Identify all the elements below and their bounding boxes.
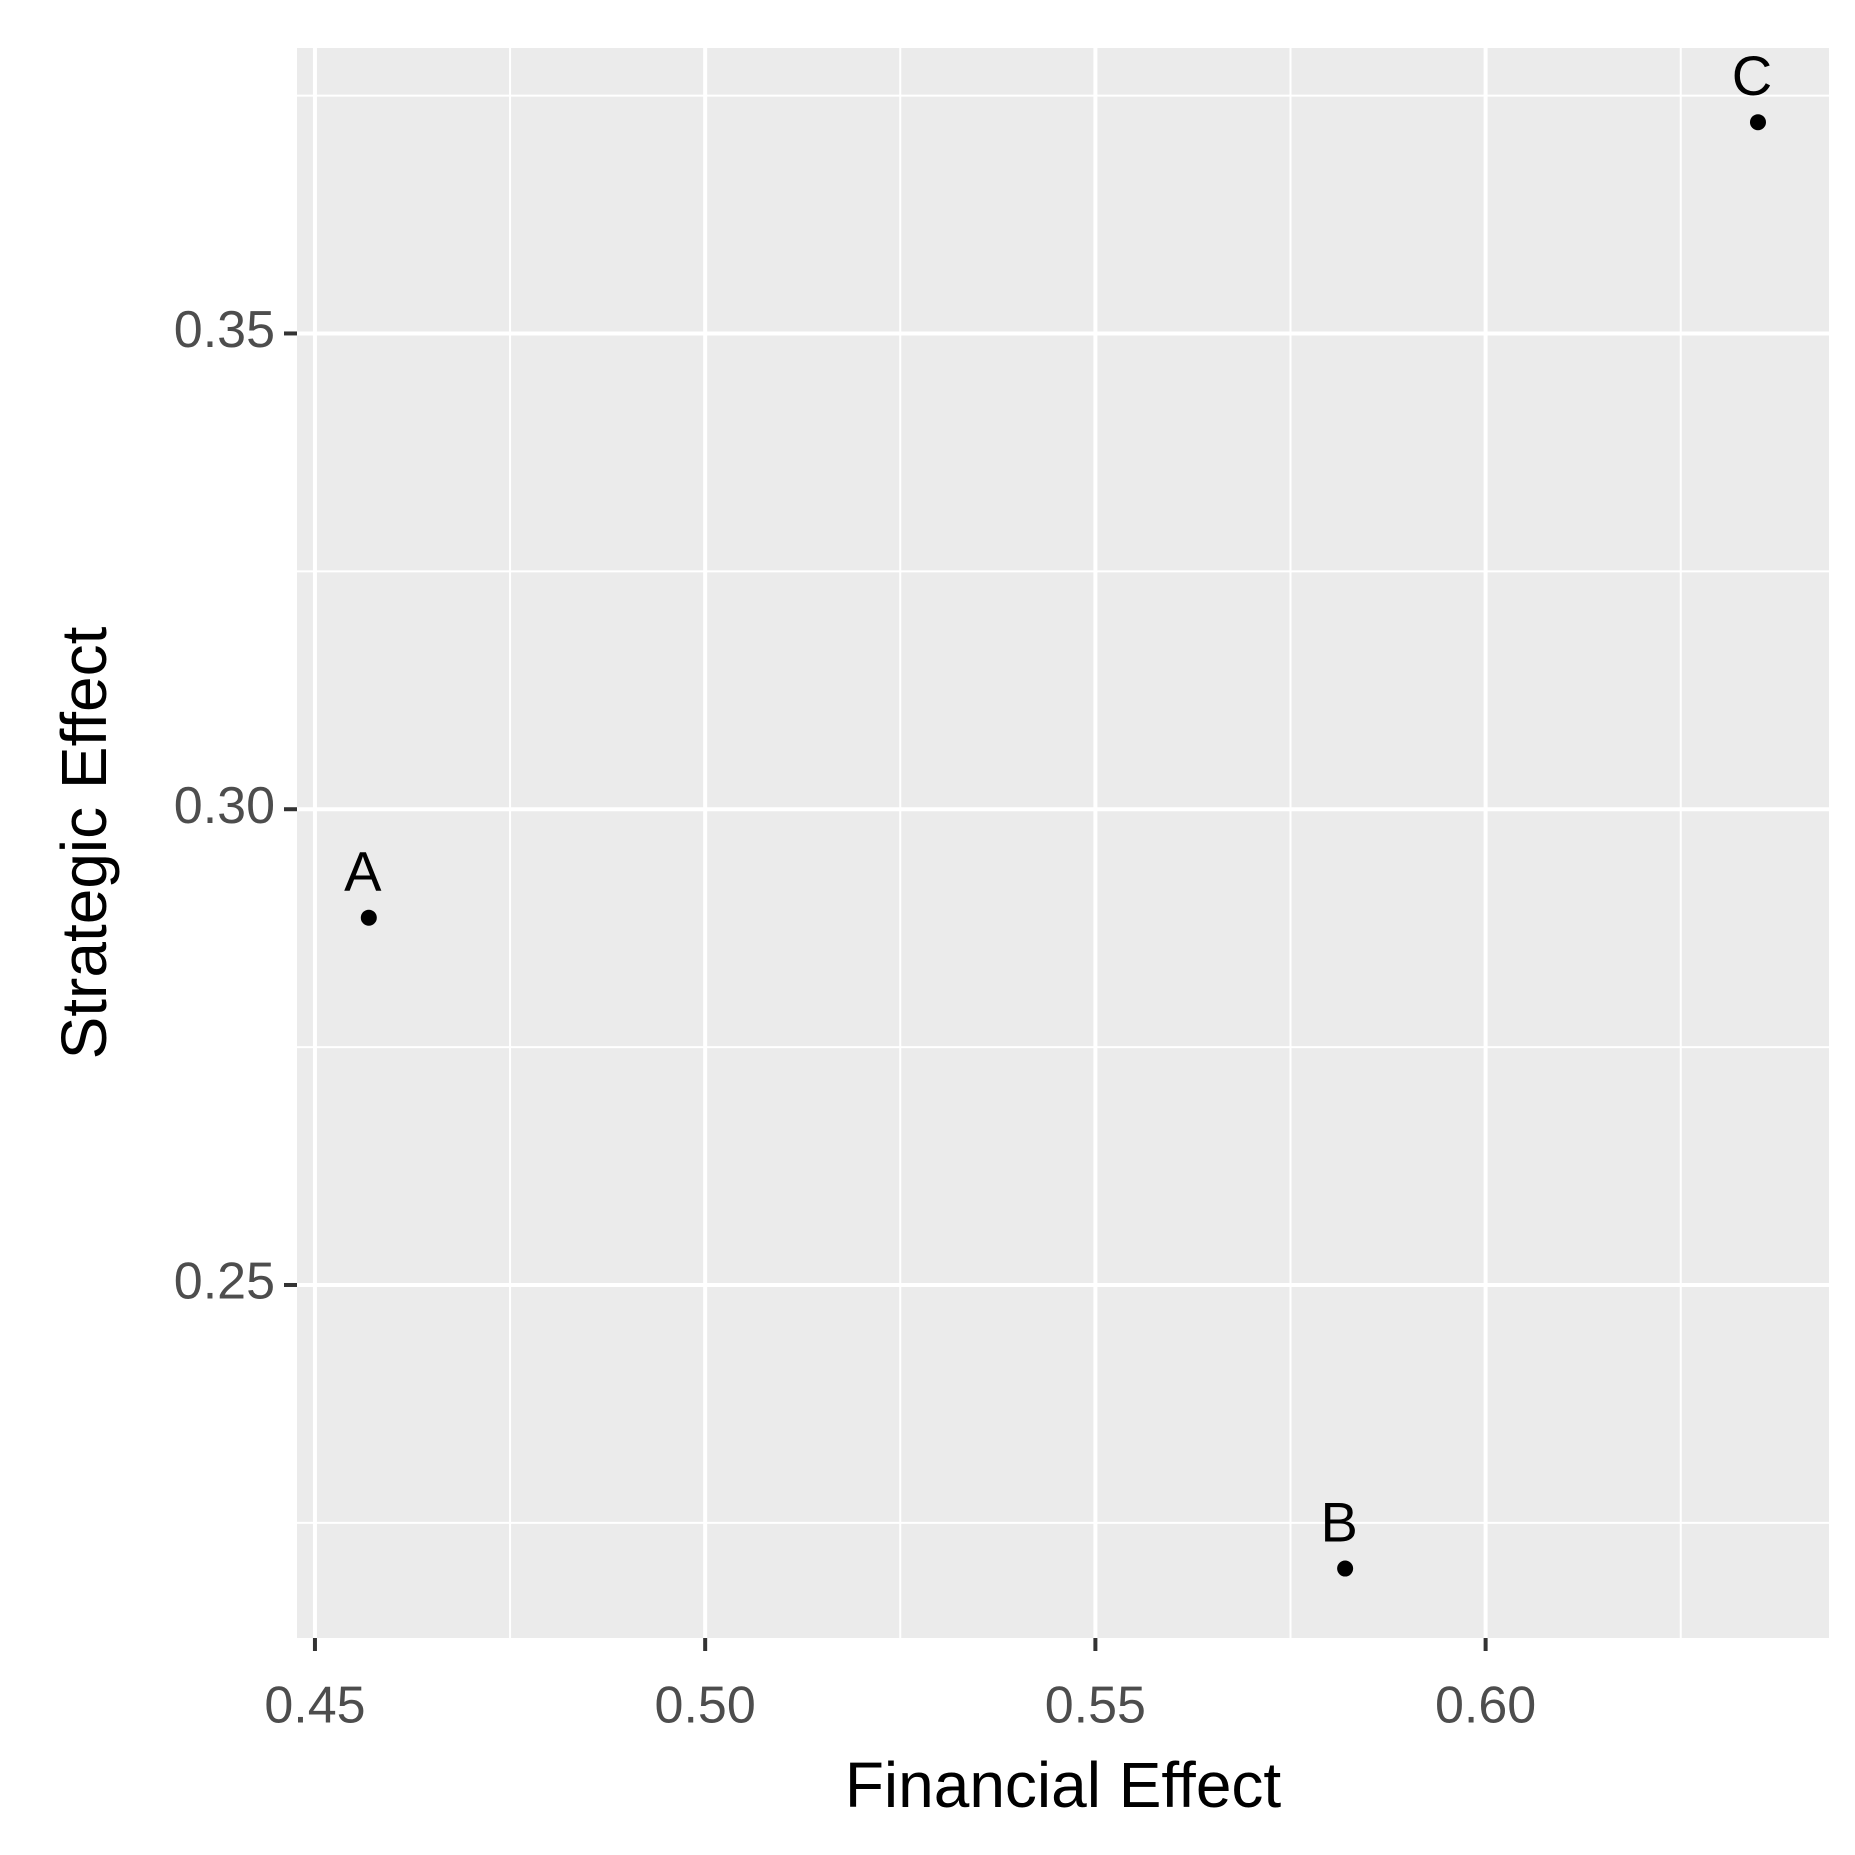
x-tick-label: 0.50 <box>655 1677 756 1735</box>
point <box>1337 1560 1354 1577</box>
x-tick-label: 0.55 <box>1045 1677 1146 1735</box>
point-label: A <box>344 839 382 902</box>
y-tick-label: 0.30 <box>174 777 275 835</box>
point-label: B <box>1320 1490 1357 1553</box>
y-axis-title: Strategic Effect <box>48 626 120 1059</box>
x-tick-label: 0.45 <box>264 1677 365 1735</box>
x-axis-title: Financial Effect <box>845 1749 1282 1821</box>
y-tick-label: 0.35 <box>174 301 275 359</box>
y-tick-label: 0.25 <box>174 1253 275 1311</box>
x-tick-label: 0.60 <box>1435 1677 1536 1735</box>
point <box>1749 114 1766 131</box>
point <box>360 909 377 926</box>
point-label: C <box>1732 44 1772 107</box>
plot-panel <box>297 48 1829 1638</box>
